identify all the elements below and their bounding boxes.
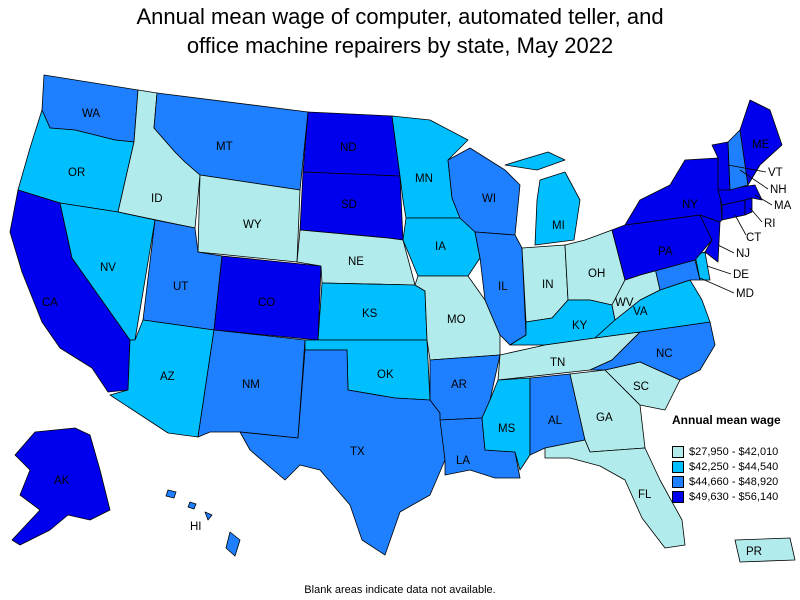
label-ME: ME bbox=[752, 139, 770, 151]
legend-swatch-3 bbox=[672, 475, 684, 488]
footnote: Blank areas indicate data not available. bbox=[304, 584, 496, 596]
label-VA: VA bbox=[633, 306, 648, 318]
label-RI: RI bbox=[764, 218, 776, 230]
label-OH: OH bbox=[588, 268, 605, 280]
leader-MA bbox=[754, 194, 773, 206]
leader-VT bbox=[727, 164, 767, 173]
state-PR[interactable] bbox=[734, 537, 796, 563]
label-WA: WA bbox=[82, 108, 100, 120]
state-MI[interactable] bbox=[504, 151, 581, 246]
leader-MD bbox=[699, 277, 735, 294]
label-MD: MD bbox=[736, 288, 754, 300]
label-NJ: NJ bbox=[736, 248, 750, 260]
title-line-1: Annual mean wage of computer, automated … bbox=[136, 4, 664, 29]
legend-swatch-4 bbox=[672, 490, 684, 503]
label-NV: NV bbox=[100, 262, 116, 274]
leader-NH bbox=[739, 169, 769, 190]
legend-label-4: $49,630 - $56,140 bbox=[689, 490, 779, 503]
label-NE: NE bbox=[348, 256, 364, 268]
label-AK: AK bbox=[54, 475, 70, 487]
label-OK: OK bbox=[377, 369, 394, 381]
legend-swatch-2 bbox=[672, 460, 684, 473]
leader-DE bbox=[706, 265, 732, 275]
legend: Annual mean wage $27,950 - $42,010 $42,2… bbox=[672, 413, 781, 504]
legend-item-3: $44,660 - $48,920 bbox=[672, 474, 781, 489]
label-NM: NM bbox=[242, 379, 260, 391]
label-IL: IL bbox=[498, 281, 508, 293]
label-IN: IN bbox=[542, 279, 554, 291]
legend-item-2: $42,250 - $44,540 bbox=[672, 459, 781, 474]
state-FL[interactable] bbox=[544, 439, 686, 549]
legend-swatch-1 bbox=[672, 445, 684, 458]
legend-item-1: $27,950 - $42,010 bbox=[672, 444, 781, 459]
label-NC: NC bbox=[656, 348, 673, 360]
label-LA: LA bbox=[456, 455, 470, 467]
label-NH: NH bbox=[770, 184, 787, 196]
label-WI: WI bbox=[482, 193, 496, 205]
state-HI[interactable] bbox=[165, 489, 241, 557]
state-TX[interactable] bbox=[239, 349, 446, 556]
legend-label-3: $44,660 - $48,920 bbox=[689, 475, 779, 488]
leader-CT bbox=[734, 214, 747, 236]
label-KY: KY bbox=[572, 320, 588, 332]
label-MN: MN bbox=[415, 173, 433, 185]
label-HI: HI bbox=[190, 521, 202, 533]
leader-NJ bbox=[717, 244, 735, 254]
label-MO: MO bbox=[447, 314, 466, 326]
label-IA: IA bbox=[435, 241, 446, 253]
state-VT[interactable] bbox=[711, 141, 731, 191]
state-AK[interactable] bbox=[11, 427, 111, 546]
label-MA: MA bbox=[774, 200, 792, 212]
label-ID: ID bbox=[151, 193, 163, 205]
label-AZ: AZ bbox=[160, 371, 175, 383]
legend-label-2: $42,250 - $44,540 bbox=[689, 460, 779, 473]
label-WV: WV bbox=[615, 297, 634, 309]
state-NY[interactable] bbox=[624, 157, 723, 226]
label-PA: PA bbox=[658, 246, 673, 258]
label-TX: TX bbox=[350, 446, 365, 458]
label-GA: GA bbox=[596, 412, 613, 424]
label-FL: FL bbox=[638, 489, 652, 501]
state-ME[interactable] bbox=[739, 99, 783, 186]
leader-RI bbox=[749, 207, 763, 223]
legend-label-1: $27,950 - $42,010 bbox=[689, 445, 779, 458]
label-KS: KS bbox=[362, 308, 378, 320]
label-TN: TN bbox=[550, 357, 565, 369]
label-AR: AR bbox=[451, 379, 467, 391]
label-MT: MT bbox=[216, 141, 233, 153]
label-PR: PR bbox=[746, 546, 762, 558]
state-RI[interactable] bbox=[744, 197, 753, 216]
label-MS: MS bbox=[498, 423, 516, 435]
label-ND: ND bbox=[340, 142, 357, 154]
label-MI: MI bbox=[552, 220, 565, 232]
label-CT: CT bbox=[746, 232, 761, 244]
legend-title: Annual mean wage bbox=[672, 413, 781, 427]
state-DE[interactable] bbox=[694, 251, 711, 281]
label-VT: VT bbox=[768, 167, 783, 179]
label-OR: OR bbox=[68, 167, 85, 179]
label-DE: DE bbox=[733, 269, 749, 281]
label-AL: AL bbox=[548, 415, 563, 427]
map-title: Annual mean wage of computer, automated … bbox=[0, 2, 800, 60]
label-UT: UT bbox=[173, 281, 188, 293]
label-SC: SC bbox=[633, 381, 649, 393]
legend-item-4: $49,630 - $56,140 bbox=[672, 489, 781, 504]
label-CA: CA bbox=[42, 297, 58, 309]
state-NC[interactable] bbox=[589, 321, 716, 381]
label-WY: WY bbox=[243, 219, 262, 231]
label-NY: NY bbox=[682, 199, 698, 211]
label-SD: SD bbox=[341, 199, 357, 211]
label-CO: CO bbox=[258, 297, 275, 309]
title-line-2: office machine repairers by state, May 2… bbox=[186, 33, 614, 58]
